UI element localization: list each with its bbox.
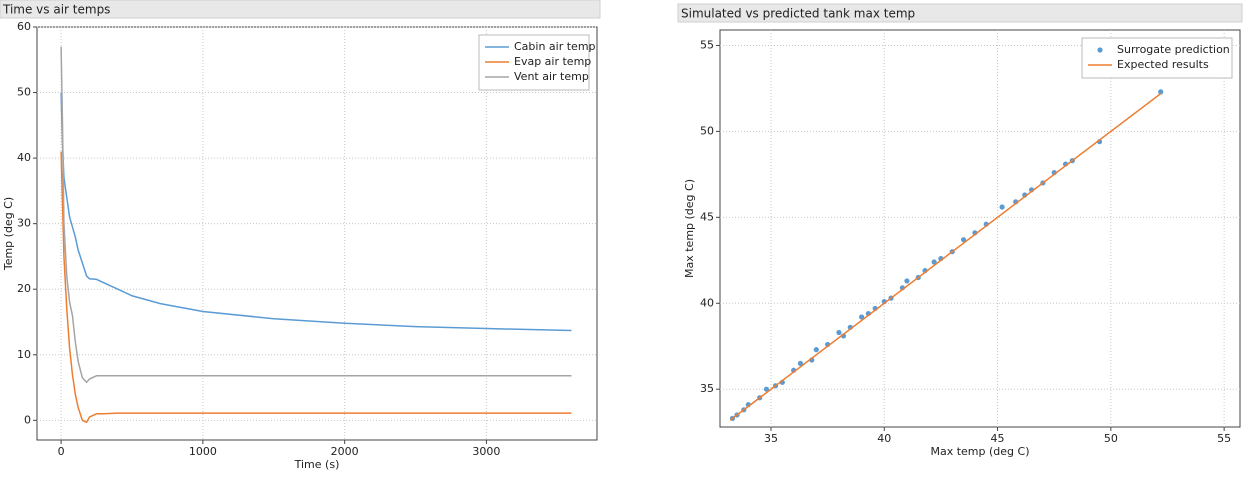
x-tick-label: 50 <box>1104 432 1118 445</box>
y-tick-label: 50 <box>17 86 31 99</box>
y-tick-label: 35 <box>700 382 714 395</box>
chart-title: Time vs air temps <box>2 3 110 17</box>
scatter-point <box>813 347 819 353</box>
series-line <box>60 46 572 384</box>
y-tick-label: 45 <box>700 210 714 223</box>
x-tick-label: 55 <box>1217 432 1231 445</box>
y-tick-label: 40 <box>17 151 31 164</box>
scatter-point <box>859 314 865 320</box>
x-tick-label: 1000 <box>189 445 217 458</box>
x-tick-label: 3000 <box>472 445 500 458</box>
series-line <box>60 151 572 424</box>
y-axis-label: Max temp (deg C) <box>683 179 696 278</box>
scatter-point <box>1158 89 1164 95</box>
legend-label: Vent air temp <box>514 70 589 83</box>
legend-box <box>1081 37 1233 79</box>
legend-label: Expected results <box>1117 58 1209 71</box>
chart-title: Simulated vs predicted tank max temp <box>681 7 915 21</box>
scatter-point <box>931 259 937 265</box>
legend-label: Evap air temp <box>514 55 591 68</box>
y-tick-label: 60 <box>17 20 31 33</box>
y-axis-label: Temp (deg C) <box>2 197 15 271</box>
plot-area <box>719 29 1241 428</box>
legend-label: Cabin air temp <box>514 40 596 53</box>
y-tick-label: 20 <box>17 282 31 295</box>
x-tick-label: 2000 <box>331 445 359 458</box>
x-tick-label: 45 <box>991 432 1005 445</box>
x-tick-label: 35 <box>764 432 778 445</box>
y-tick-label: 30 <box>17 217 31 230</box>
panel-header <box>0 0 601 19</box>
scatter-point <box>904 278 910 284</box>
panel-header <box>677 3 1243 23</box>
scatter-point <box>763 386 770 392</box>
y-tick-label: 0 <box>24 413 31 426</box>
series-line <box>60 92 572 332</box>
y-tick-label: 40 <box>700 296 714 309</box>
x-tick-label: 40 <box>877 432 891 445</box>
y-tick-label: 10 <box>17 348 31 361</box>
plot-area <box>36 26 598 441</box>
series-line <box>729 92 1162 421</box>
y-tick-label: 50 <box>700 124 714 137</box>
legend-label: Surrogate prediction <box>1117 43 1230 56</box>
scatter-point <box>797 360 804 367</box>
scatter-point <box>960 237 967 243</box>
scatter-point <box>999 204 1005 210</box>
x-tick-label: 0 <box>58 445 65 458</box>
legend-marker <box>1097 47 1103 53</box>
scatter-point <box>836 329 842 336</box>
x-axis-label: Max temp (deg C) <box>930 445 1029 458</box>
y-tick-label: 55 <box>700 38 714 51</box>
x-axis-label: Time (s) <box>294 458 340 471</box>
